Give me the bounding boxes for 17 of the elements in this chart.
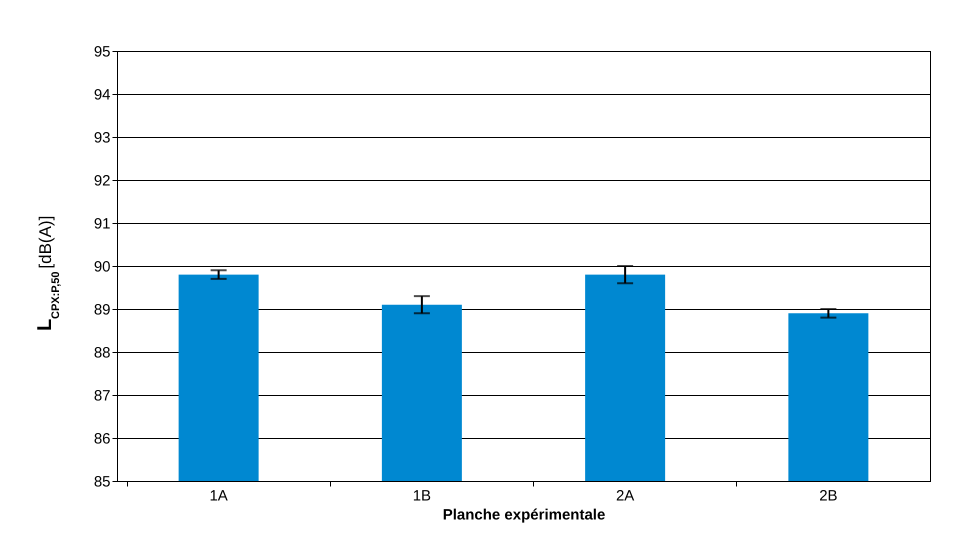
x-tick-label: 2B xyxy=(819,488,838,504)
y-tick-label: 90 xyxy=(94,258,110,276)
y-tick-label: 95 xyxy=(94,44,110,60)
x-tick-label: 1B xyxy=(412,488,432,504)
x-tick-label: 2A xyxy=(616,488,634,504)
y-tick-label: 89 xyxy=(94,302,110,318)
y-tick-label: 87 xyxy=(94,388,110,404)
y-tick-label: 85 xyxy=(94,474,110,490)
x-tick-label: 1A xyxy=(209,488,228,504)
y-axis-title: LCPX:P,50 [dB(A)] xyxy=(34,216,62,331)
y-tick-label: 92 xyxy=(94,172,110,190)
y-tick-label: 94 xyxy=(94,86,110,104)
y-tick-label: 93 xyxy=(94,130,110,146)
y-tick-label: 86 xyxy=(94,430,110,448)
y-tick-label: 91 xyxy=(94,216,110,232)
y-tick-label: 88 xyxy=(94,344,110,362)
x-axis-title: Planche expérimentale xyxy=(442,506,606,524)
